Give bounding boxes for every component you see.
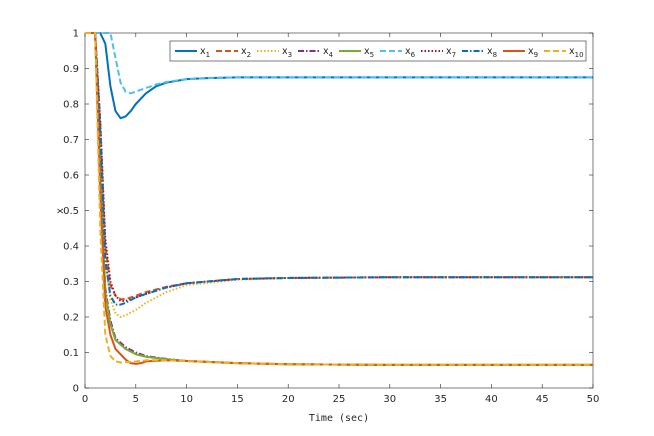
y-tick-label: 0.6 (63, 171, 79, 182)
series-line-x1 (85, 32, 593, 120)
y-tick-label: 0.4 (63, 242, 79, 253)
axis-ticks: 0 5 10 15 20 25 30 35 40 45 50 0 0.1 0.2 0.3 0.4 0.5 0.6 0… (63, 29, 599, 406)
legend-label-x8: x8 (487, 46, 497, 59)
x-tick-label: 20 (282, 394, 295, 405)
legend-label-x7: x7 (446, 46, 456, 59)
y-tick-label: 0.3 (63, 277, 79, 288)
x-axis-label: Time (sec) (309, 413, 369, 424)
y-tick-label: 0.8 (63, 100, 79, 111)
y-tick-label: 0.1 (63, 348, 79, 359)
x-tick-label: 50 (587, 394, 600, 405)
y-tick-label: 0.7 (63, 135, 79, 146)
legend-label-x9: x9 (528, 46, 538, 59)
x-tick-label: 45 (536, 394, 549, 405)
y-tick-label: 0.5 (63, 206, 79, 217)
x-tick-label: 5 (133, 394, 139, 405)
legend-label-x6: x6 (405, 46, 416, 59)
x-tick-label: 10 (180, 394, 193, 405)
legend-label-x3: x3 (282, 46, 292, 59)
series-line-x10 (85, 32, 593, 366)
legend-label-x2: x2 (241, 46, 251, 59)
plot-area (84, 32, 594, 389)
legend-label-x4: x4 (323, 46, 334, 59)
legend: x1 x2 x3 x4 x5 x6 x7 x8 x9 x10 (169, 40, 587, 62)
legend-box (169, 40, 587, 62)
y-tick-label: 0.2 (63, 313, 79, 324)
legend-label-x10: x10 (569, 46, 584, 59)
series-line-x6 (85, 32, 593, 95)
x-tick-label: 0 (82, 394, 88, 405)
y-tick-label: 0 (73, 384, 79, 395)
x-tick-label: 25 (333, 394, 346, 405)
y-axis-label: x (55, 208, 66, 214)
x-tick-label: 40 (485, 394, 498, 405)
legend-label-x5: x5 (364, 46, 374, 59)
x-tick-label: 30 (383, 394, 396, 405)
x-tick-label: 15 (231, 394, 244, 405)
y-tick-label: 1 (73, 29, 79, 40)
y-tick-label: 0.9 (63, 64, 79, 75)
x-tick-label: 35 (434, 394, 447, 405)
series-lines (85, 32, 593, 366)
legend-label-x1: x1 (200, 46, 210, 59)
